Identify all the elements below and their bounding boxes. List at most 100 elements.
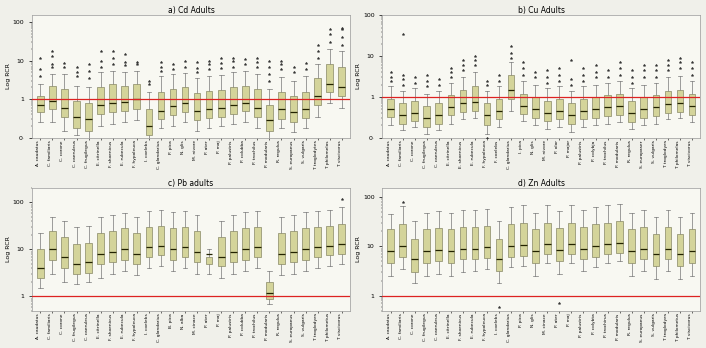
- Bar: [218, 237, 225, 266]
- Bar: [254, 227, 261, 257]
- Bar: [302, 228, 309, 260]
- Bar: [604, 223, 611, 254]
- Bar: [73, 101, 80, 128]
- Bar: [412, 239, 418, 272]
- Bar: [676, 234, 683, 266]
- Bar: [145, 109, 152, 135]
- Bar: [169, 89, 176, 115]
- Title: b) Cu Adults: b) Cu Adults: [517, 6, 565, 15]
- Bar: [628, 229, 635, 263]
- Bar: [157, 92, 164, 119]
- Bar: [61, 89, 68, 117]
- Bar: [568, 103, 575, 124]
- Bar: [242, 86, 249, 111]
- Bar: [508, 75, 515, 99]
- Bar: [592, 97, 599, 118]
- Bar: [424, 106, 430, 127]
- Bar: [157, 226, 164, 255]
- Y-axis label: Log RCR: Log RCR: [6, 63, 11, 89]
- Bar: [218, 90, 225, 117]
- Bar: [49, 231, 56, 260]
- Bar: [616, 221, 623, 253]
- Bar: [388, 99, 394, 117]
- Bar: [484, 226, 491, 258]
- Bar: [145, 227, 152, 257]
- Bar: [496, 99, 503, 119]
- Bar: [169, 228, 176, 260]
- Bar: [580, 99, 587, 119]
- Bar: [688, 229, 695, 263]
- Bar: [37, 96, 44, 112]
- Bar: [193, 94, 201, 120]
- Bar: [664, 91, 671, 113]
- Bar: [532, 97, 539, 118]
- Bar: [181, 87, 189, 112]
- Bar: [544, 223, 551, 254]
- Bar: [580, 227, 587, 259]
- Title: a) Cd Adults: a) Cd Adults: [167, 6, 215, 15]
- Bar: [121, 86, 128, 111]
- Bar: [338, 224, 345, 254]
- Bar: [290, 96, 297, 122]
- Bar: [688, 94, 695, 115]
- Bar: [278, 92, 285, 119]
- Bar: [326, 64, 333, 92]
- Bar: [133, 84, 140, 109]
- Bar: [181, 227, 189, 257]
- Bar: [266, 282, 273, 299]
- Bar: [520, 223, 527, 255]
- Bar: [604, 95, 611, 117]
- Bar: [61, 237, 68, 268]
- Bar: [544, 101, 551, 121]
- Bar: [424, 229, 430, 263]
- Bar: [242, 228, 249, 260]
- Bar: [484, 103, 491, 125]
- Bar: [37, 250, 44, 278]
- Bar: [508, 224, 515, 257]
- Bar: [532, 229, 539, 263]
- Bar: [290, 231, 297, 262]
- Bar: [338, 66, 345, 96]
- Bar: [472, 227, 478, 259]
- Title: c) Pb adults: c) Pb adults: [169, 179, 214, 188]
- Bar: [230, 87, 237, 114]
- Bar: [664, 227, 671, 259]
- Bar: [254, 89, 261, 117]
- Bar: [400, 224, 406, 257]
- Bar: [85, 103, 92, 131]
- Bar: [97, 87, 104, 114]
- Bar: [652, 95, 659, 117]
- Bar: [302, 92, 309, 118]
- Bar: [133, 234, 140, 263]
- Bar: [97, 234, 104, 263]
- Bar: [206, 91, 213, 118]
- Bar: [448, 229, 454, 263]
- Bar: [496, 239, 503, 271]
- Bar: [73, 244, 80, 274]
- Bar: [266, 105, 273, 131]
- Title: d) Zn Adults: d) Zn Adults: [517, 179, 565, 188]
- Bar: [206, 257, 213, 263]
- Bar: [460, 90, 466, 112]
- Bar: [49, 86, 56, 109]
- Bar: [556, 228, 563, 261]
- Bar: [568, 223, 575, 254]
- Bar: [121, 228, 128, 260]
- Bar: [556, 99, 563, 119]
- Bar: [412, 101, 418, 121]
- Bar: [628, 101, 635, 122]
- Bar: [448, 95, 454, 116]
- Bar: [436, 103, 442, 124]
- Y-axis label: Log RCR: Log RCR: [356, 237, 361, 262]
- Bar: [460, 227, 466, 259]
- Bar: [388, 229, 394, 263]
- Bar: [676, 90, 683, 112]
- Bar: [592, 224, 599, 257]
- Bar: [314, 78, 321, 105]
- Bar: [652, 234, 659, 266]
- Bar: [193, 231, 201, 262]
- Bar: [109, 231, 116, 262]
- Bar: [326, 226, 333, 255]
- Bar: [520, 94, 527, 114]
- Bar: [640, 97, 647, 118]
